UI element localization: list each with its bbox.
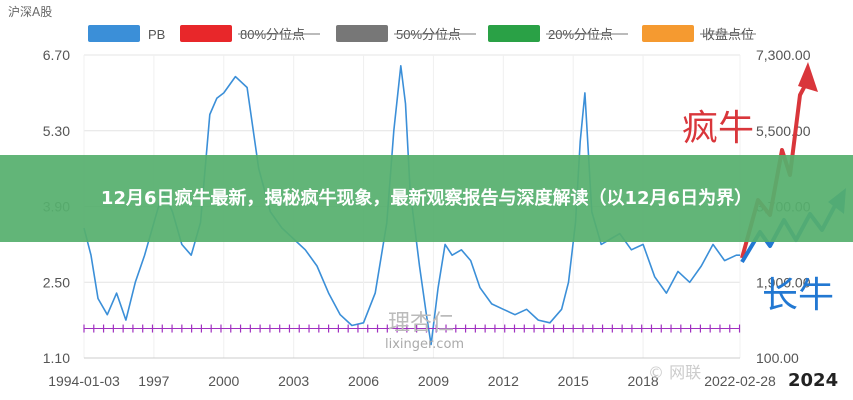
y-left-tick-label: 5.30 [43,123,70,139]
legend-swatch [336,25,388,42]
bull-text: 疯牛 [682,108,754,149]
y-right-tick-label: 100.00 [756,350,799,366]
x-tick-label: 2009 [418,373,449,389]
x-tick-label: 2006 [348,373,379,389]
headline-banner: 12月6日疯牛最新，揭秘疯牛现象，最新观察报告与深度解读（以12月6日为界） [0,155,853,242]
x-tick-label: 2012 [488,373,519,389]
y-left-tick-label: 6.70 [43,47,70,63]
y-right-tick-label: 7,300.00 [756,47,811,63]
x-tick-label: 2003 [278,373,309,389]
y-left-tick-label: 1.10 [43,350,70,366]
x-tick-label: 2018 [628,373,659,389]
x-tick-label: 2000 [208,373,239,389]
y-left-tick-label: 2.50 [43,274,70,290]
x-tick-label: 2022-02-28 [704,373,776,389]
long-bull-text: 长牛 [762,275,834,316]
corner-logo: © 网联 [648,363,701,382]
legend-label: PB [148,27,165,42]
legend-swatch [180,25,232,42]
legend-swatch [642,25,694,42]
legend-swatch [488,25,540,42]
y-right-tick-label: 1,900.00 [756,274,811,290]
market-label: 沪深A股 [8,5,53,19]
watermark-logo: 理杏仁 [388,311,454,336]
legend-swatch [88,25,140,42]
chart-legend: PB 80%分位点 50%分位点 20%分位点 收盘点位 [88,25,756,42]
x-tick-label: 1997 [138,373,169,389]
watermark-url: lixinger.com [385,337,464,352]
x-tick-label: 1994-01-03 [48,373,120,389]
y-right-tick-label: 5,500.00 [756,123,811,139]
x-tick-label: 2015 [558,373,589,389]
year-badge: 2024 [788,370,838,391]
headline-title: 12月6日疯牛最新，揭秘疯牛现象，最新观察报告与深度解读（以12月6日为界） [100,187,753,209]
